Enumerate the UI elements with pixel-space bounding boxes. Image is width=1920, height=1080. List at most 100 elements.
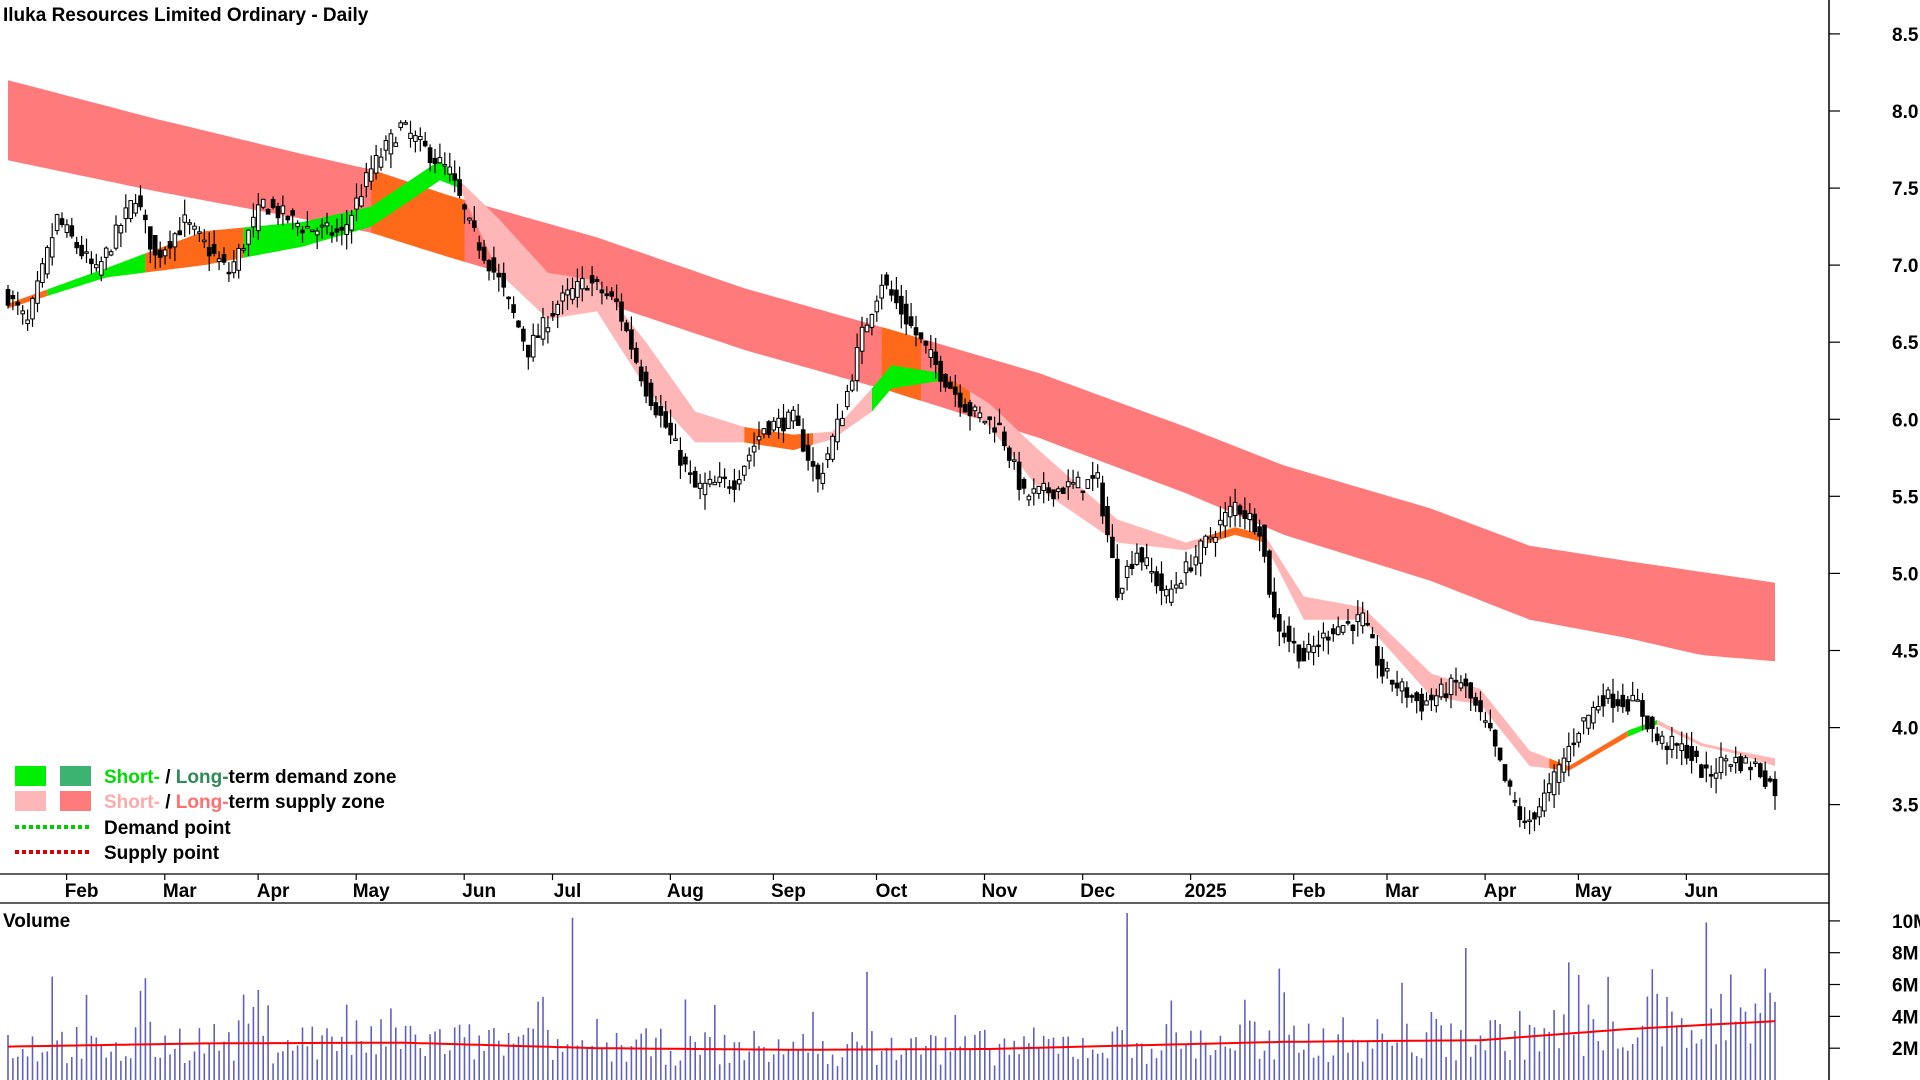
candle — [1188, 554, 1194, 573]
candle — [1139, 546, 1145, 571]
candle — [746, 447, 752, 470]
candle — [903, 290, 909, 335]
candle — [393, 136, 399, 147]
candle — [143, 209, 148, 234]
candle — [756, 421, 762, 450]
volume-tick-label: 2M — [1892, 1039, 1918, 1060]
candle — [1458, 675, 1464, 692]
candle — [1532, 811, 1537, 832]
candle — [1031, 478, 1037, 506]
candle — [1708, 765, 1714, 788]
candle — [1115, 544, 1120, 601]
candle — [884, 272, 889, 290]
candle — [717, 462, 723, 488]
candle — [182, 199, 187, 237]
candle — [859, 316, 865, 365]
candle — [1753, 757, 1758, 768]
candle — [810, 447, 816, 482]
candle — [1016, 451, 1022, 501]
candle — [957, 384, 963, 417]
candle — [1556, 759, 1562, 795]
candle — [30, 296, 35, 327]
candle — [1409, 693, 1415, 703]
candle — [928, 335, 934, 368]
candle — [1198, 538, 1204, 577]
legend-supply-zone: Short- / Long-term supply zone — [104, 792, 385, 813]
month-tick-label: Nov — [982, 881, 1018, 902]
candle — [1159, 561, 1164, 606]
month-tick-label: Sep — [771, 881, 806, 902]
candle — [732, 468, 737, 503]
candle — [1051, 489, 1056, 507]
candle — [422, 132, 428, 148]
candle — [270, 196, 276, 210]
candle — [427, 144, 433, 172]
candle — [1664, 742, 1670, 765]
candle — [1321, 622, 1326, 652]
candle — [575, 268, 580, 308]
candle — [1213, 530, 1218, 557]
candle — [1748, 761, 1753, 781]
candle — [1723, 754, 1729, 776]
candle — [1718, 742, 1724, 780]
month-tick-label: Apr — [1484, 881, 1517, 902]
candle — [977, 406, 983, 423]
candle — [108, 249, 114, 257]
candle — [1129, 551, 1135, 576]
candle — [1370, 626, 1375, 639]
candle — [1311, 635, 1316, 666]
legend-short-demand-swatch — [15, 766, 46, 786]
candle — [609, 287, 615, 300]
candle — [874, 295, 880, 322]
legend-demand-short: Short- — [104, 767, 160, 788]
candle — [766, 420, 772, 439]
candle — [982, 420, 988, 425]
candle — [820, 462, 826, 490]
candle — [300, 226, 305, 243]
candle — [285, 215, 291, 224]
candle — [795, 403, 801, 426]
volume-label: Volume — [3, 911, 70, 932]
candle — [1041, 472, 1047, 504]
candle — [177, 217, 183, 236]
short-term-zone-band — [8, 160, 1775, 771]
price-tick-label: 4.5 — [1892, 642, 1919, 663]
candle — [1468, 681, 1474, 711]
candle — [1173, 572, 1179, 594]
candle — [437, 143, 443, 164]
candle — [697, 473, 703, 500]
candle — [540, 307, 546, 346]
legend-demand-point: Demand point — [104, 818, 231, 839]
candle — [496, 263, 502, 292]
candle — [1473, 692, 1478, 712]
candle — [295, 220, 300, 236]
month-tick-label: Jun — [1685, 881, 1719, 902]
price-tick-label: 6.5 — [1892, 333, 1919, 354]
candle — [319, 218, 325, 239]
candle — [457, 166, 462, 199]
candle — [1227, 496, 1233, 528]
candle — [1105, 496, 1110, 543]
candle — [1286, 616, 1292, 653]
month-tick-label: Apr — [257, 881, 290, 902]
candle — [118, 223, 124, 248]
candle — [216, 251, 222, 271]
candle — [1360, 601, 1366, 634]
candle — [157, 241, 163, 268]
candle — [1483, 711, 1488, 728]
price-tick-label: 4.0 — [1892, 719, 1918, 740]
candle — [530, 323, 536, 362]
month-tick-label: Aug — [667, 881, 704, 902]
candle — [1537, 798, 1542, 826]
candle — [1257, 519, 1262, 552]
candle — [918, 332, 924, 344]
candle — [113, 215, 119, 251]
candle — [1414, 691, 1420, 714]
candle — [1335, 616, 1341, 636]
candle — [45, 245, 50, 279]
candle — [1247, 503, 1253, 532]
candle — [35, 271, 40, 313]
candle — [1036, 486, 1042, 499]
legend-supply-rest: term supply zone — [229, 792, 385, 813]
